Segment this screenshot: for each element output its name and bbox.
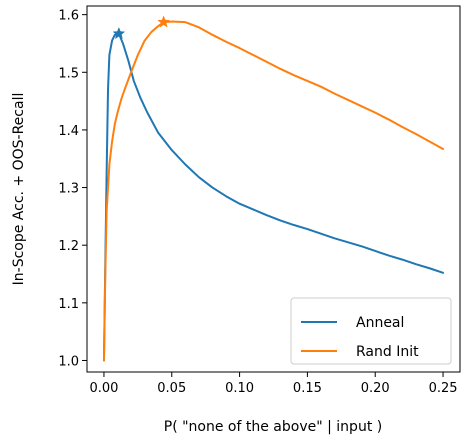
x-tick-label: 0.15 [293, 381, 322, 396]
legend-label-rand-init: Rand Init [356, 344, 419, 360]
x-axis: 0.00 0.05 0.10 0.15 0.20 0.25 [89, 372, 458, 396]
peak-marker-anneal [112, 26, 126, 40]
y-tick-label: 1.5 [58, 66, 79, 81]
y-tick-label: 1.6 [58, 9, 79, 24]
x-tick-label: 0.10 [225, 381, 254, 396]
x-axis-label: P( "none of the above" | input ) [164, 419, 382, 435]
series-line-rand-init [102, 20, 445, 362]
axes-frame [86, 5, 461, 373]
x-tick-label: 0.20 [361, 381, 390, 396]
y-tick-label: 1.2 [58, 239, 79, 254]
series-layer [102, 15, 445, 362]
legend: Anneal Rand Init [290, 297, 452, 365]
legend-box [290, 297, 452, 365]
legend-label-anneal: Anneal [356, 315, 404, 331]
y-tick-label: 1.4 [58, 124, 79, 139]
y-tick-label: 1.3 [58, 182, 79, 197]
peak-marker-rand-init [157, 15, 170, 28]
y-axis: 1.0 1.1 1.2 1.3 1.4 1.5 1.6 [58, 9, 87, 369]
y-tick-label: 1.1 [58, 297, 79, 312]
y-axis-label: In-Scope Acc. + OOS-Recall [11, 93, 27, 286]
x-tick-label: 0.05 [157, 381, 186, 396]
x-tick-label: 0.00 [89, 381, 118, 396]
series-line-anneal [102, 32, 445, 362]
y-tick-label: 1.0 [58, 354, 79, 369]
plot-area [86, 5, 461, 373]
x-tick-label: 0.25 [429, 381, 458, 396]
